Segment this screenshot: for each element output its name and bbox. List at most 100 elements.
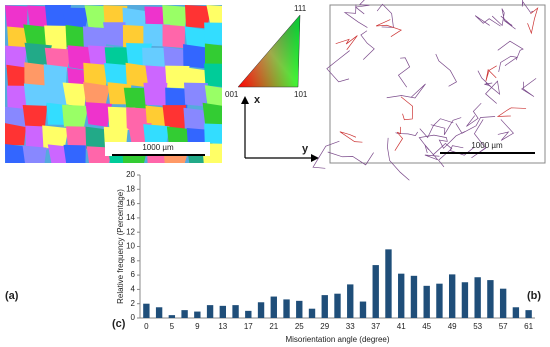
panel-label: (c) bbox=[112, 318, 126, 330]
bar bbox=[525, 310, 532, 318]
bar bbox=[423, 285, 430, 318]
grain bbox=[44, 25, 69, 52]
grain bbox=[122, 24, 146, 49]
boundary bbox=[326, 50, 350, 83]
x-tick-label: 37 bbox=[371, 322, 380, 331]
boundary bbox=[339, 131, 363, 143]
bar bbox=[410, 275, 418, 318]
bar bbox=[359, 301, 367, 318]
grain bbox=[65, 24, 89, 51]
boundary bbox=[387, 137, 410, 181]
bar bbox=[232, 305, 239, 318]
boundary bbox=[498, 55, 518, 73]
boundary bbox=[485, 65, 497, 82]
grain bbox=[24, 62, 48, 88]
grain bbox=[183, 107, 207, 133]
y-tick-label: 2 bbox=[131, 299, 136, 308]
grain bbox=[25, 125, 49, 150]
bar bbox=[143, 303, 150, 318]
arrowhead bbox=[311, 154, 319, 162]
bar bbox=[334, 293, 341, 318]
bar bbox=[206, 305, 214, 318]
grain bbox=[5, 45, 27, 70]
grain bbox=[204, 85, 222, 109]
grain bbox=[23, 83, 49, 107]
bar bbox=[347, 284, 354, 318]
grain bbox=[62, 104, 89, 127]
axis-y-label: y bbox=[302, 143, 309, 155]
ipf-right: 101 bbox=[294, 90, 308, 99]
boundary bbox=[395, 131, 419, 136]
ipf-left: 001 bbox=[225, 90, 239, 99]
axis-x-label: x bbox=[254, 94, 261, 106]
x-tick-label: 49 bbox=[448, 322, 457, 331]
x-tick-label: 13 bbox=[218, 322, 227, 331]
x-tick-label: 57 bbox=[499, 322, 508, 331]
boundary bbox=[497, 119, 514, 141]
x-tick-label: 29 bbox=[320, 322, 329, 331]
boundary bbox=[435, 53, 457, 87]
bar bbox=[155, 307, 163, 318]
boundary bbox=[360, 30, 375, 60]
grain bbox=[22, 104, 48, 131]
grain bbox=[204, 63, 222, 87]
y-tick-label: 16 bbox=[126, 199, 135, 208]
boundary bbox=[397, 57, 411, 88]
y-axis-title: Relative frequency (Percentage) bbox=[116, 189, 125, 304]
bar bbox=[321, 295, 328, 318]
bar bbox=[448, 274, 456, 318]
bar bbox=[398, 273, 405, 318]
grain bbox=[165, 87, 188, 110]
boundary bbox=[496, 107, 527, 117]
grain bbox=[83, 82, 111, 108]
grain bbox=[103, 62, 132, 89]
grain bbox=[125, 62, 152, 88]
boundary bbox=[424, 144, 440, 161]
boundary bbox=[497, 40, 524, 61]
bar bbox=[385, 249, 392, 318]
x-tick-label: 41 bbox=[397, 322, 406, 331]
boundary bbox=[343, 4, 368, 28]
grain bbox=[183, 82, 208, 107]
grain bbox=[65, 126, 89, 150]
x-tick-label: 9 bbox=[195, 322, 200, 331]
boundary bbox=[375, 19, 403, 37]
boundary bbox=[418, 134, 448, 151]
boundary bbox=[474, 15, 501, 27]
boundary bbox=[430, 117, 462, 135]
grain bbox=[184, 26, 209, 52]
bar bbox=[308, 308, 316, 318]
grain bbox=[83, 62, 110, 89]
bar bbox=[181, 310, 188, 318]
boundary bbox=[500, 15, 516, 30]
ipf-overlay bbox=[237, 14, 301, 88]
boundary bbox=[485, 80, 501, 104]
grain bbox=[5, 123, 26, 146]
boundary bbox=[527, 7, 539, 35]
grain bbox=[165, 65, 190, 89]
y-tick-label: 0 bbox=[131, 313, 136, 322]
x-tick-label: 33 bbox=[346, 322, 355, 331]
boundary bbox=[394, 126, 403, 151]
x-tick-label: 61 bbox=[524, 322, 533, 331]
bar bbox=[194, 311, 201, 318]
x-tick-label: 5 bbox=[170, 322, 175, 331]
grain bbox=[206, 5, 222, 29]
bar bbox=[461, 282, 469, 318]
boundary bbox=[521, 78, 537, 97]
y-tick-label: 4 bbox=[131, 285, 136, 294]
grain bbox=[43, 64, 68, 89]
ipf-top: 111 bbox=[294, 4, 307, 13]
grain bbox=[162, 5, 189, 31]
boundary bbox=[471, 119, 487, 159]
grain bbox=[63, 144, 86, 163]
histogram: 0 2 4 6 8 10 12 14 16 18 20 Relative frequency (Per… bbox=[116, 170, 535, 344]
bar bbox=[512, 307, 520, 318]
grain bbox=[22, 145, 47, 163]
bar bbox=[372, 265, 379, 318]
x-tick-label: 21 bbox=[269, 322, 278, 331]
bar bbox=[245, 310, 252, 318]
y-tick-label: 20 bbox=[126, 170, 135, 179]
x-tick-label: 17 bbox=[244, 322, 253, 331]
bar bbox=[474, 277, 481, 318]
